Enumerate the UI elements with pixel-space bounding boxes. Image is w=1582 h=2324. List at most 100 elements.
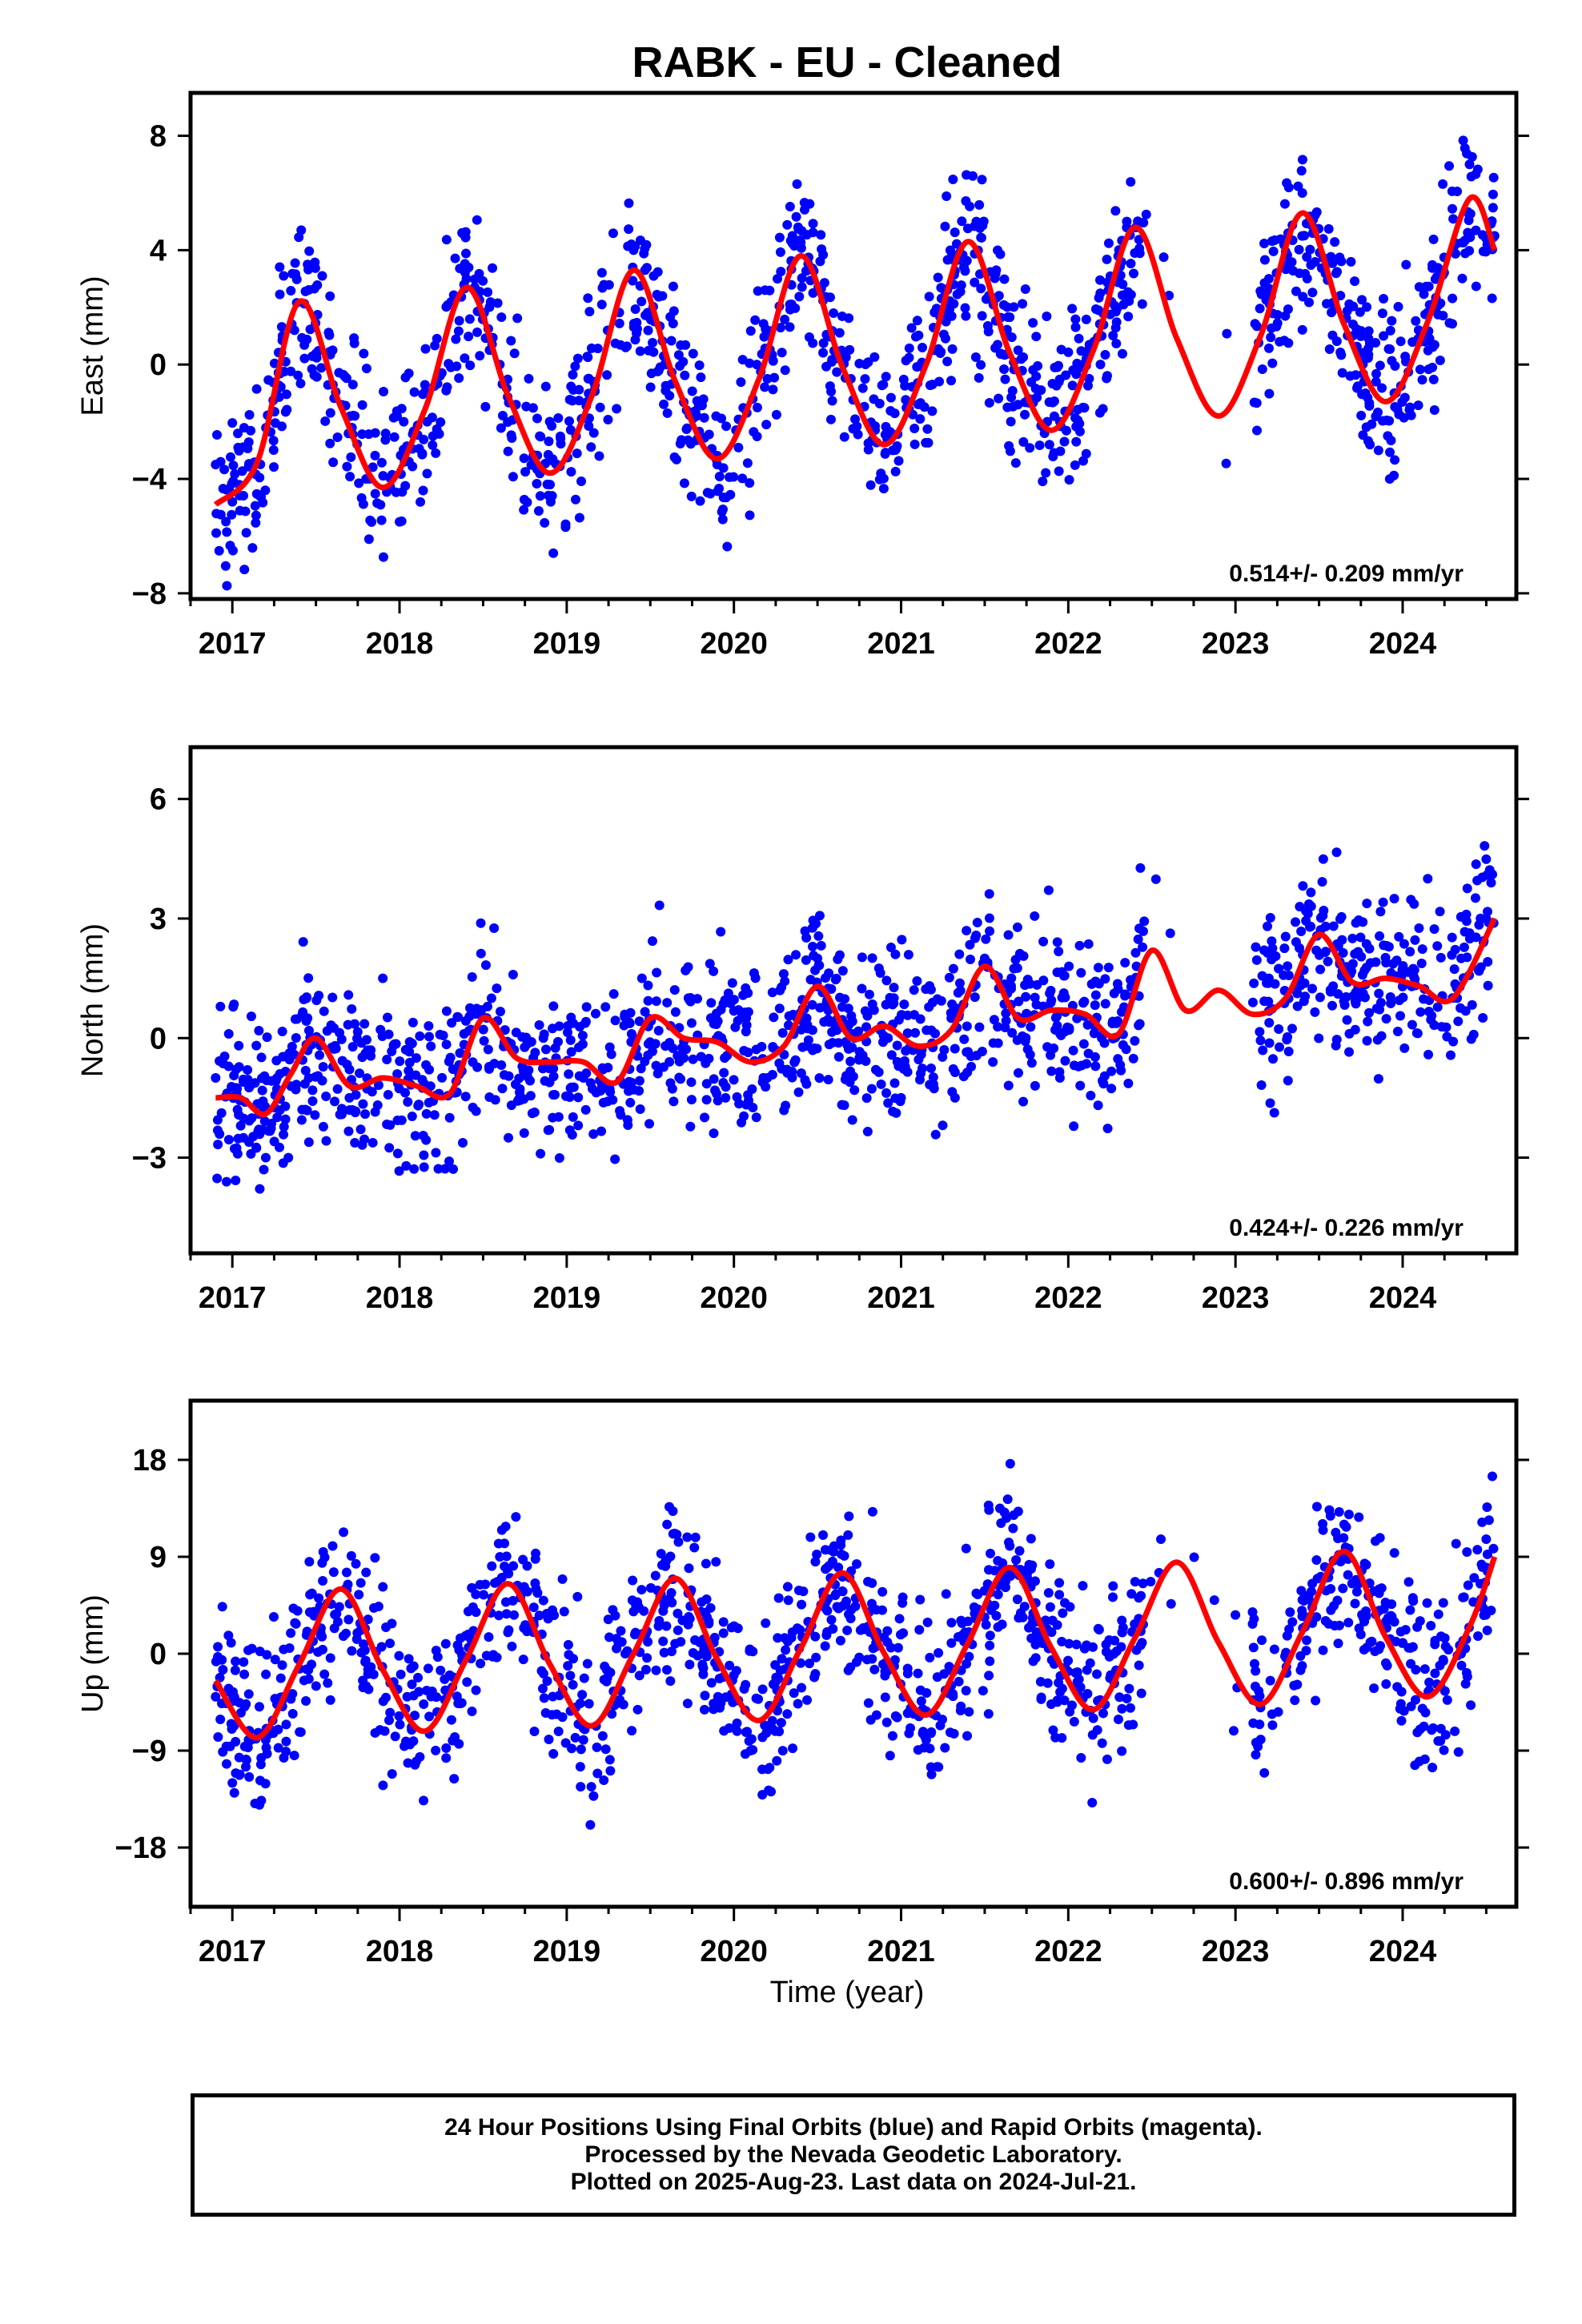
data-point: [662, 1665, 673, 1675]
data-point: [1333, 1638, 1343, 1649]
data-point: [231, 1083, 241, 1093]
data-point: [524, 373, 534, 384]
data-point: [917, 343, 928, 353]
data-point: [494, 1610, 504, 1621]
data-point: [1090, 990, 1101, 1000]
data-point: [554, 1153, 564, 1164]
data-point: [379, 386, 389, 396]
data-point: [821, 361, 832, 372]
data-point: [1280, 931, 1291, 942]
data-point: [378, 973, 388, 983]
data-point: [270, 1655, 280, 1665]
data-point: [837, 1100, 847, 1110]
data-point: [854, 1652, 865, 1663]
data-point: [597, 1731, 608, 1741]
data-point: [392, 1148, 403, 1159]
data-point: [1415, 1724, 1425, 1735]
data-point: [1328, 921, 1339, 931]
data-point: [910, 1027, 921, 1038]
data-point: [1047, 397, 1058, 408]
data-point: [560, 1091, 571, 1101]
data-point: [792, 179, 802, 189]
data-point: [450, 253, 460, 263]
data-point: [1296, 926, 1307, 936]
data-point: [867, 953, 877, 963]
data-point: [217, 1602, 227, 1612]
data-point: [925, 981, 935, 991]
data-point: [915, 1014, 926, 1024]
data-point: [1372, 407, 1383, 417]
data-point: [785, 322, 795, 332]
data-point: [407, 1679, 417, 1690]
data-point: [602, 1673, 612, 1683]
data-point: [454, 373, 464, 384]
data-point: [682, 1532, 693, 1542]
data-point: [452, 1640, 463, 1651]
data-point: [1347, 319, 1358, 329]
data-point: [536, 1148, 546, 1159]
data-point: [1259, 255, 1270, 265]
data-point: [535, 431, 545, 441]
data-point: [604, 1755, 615, 1765]
data-point: [496, 423, 506, 433]
data-point: [403, 1758, 413, 1768]
data-point: [330, 1096, 340, 1107]
data-point: [604, 1042, 615, 1052]
data-point: [625, 1097, 636, 1108]
data-point: [890, 466, 901, 476]
data-point: [1078, 998, 1088, 1008]
data-point: [1283, 961, 1293, 971]
data-point: [235, 1120, 246, 1131]
data-point: [345, 472, 355, 482]
data-point: [652, 1068, 663, 1079]
data-point: [316, 363, 327, 373]
data-point: [304, 1557, 315, 1567]
footer-line-orbits: 24 Hour Positions Using Final Orbits (bl…: [444, 2114, 1263, 2141]
data-point: [519, 453, 529, 464]
data-point: [928, 1072, 938, 1083]
data-point: [690, 1532, 701, 1542]
data-point: [745, 1746, 756, 1756]
data-point: [304, 246, 315, 256]
data-point: [1097, 1033, 1107, 1043]
data-point: [441, 1743, 452, 1753]
data-point: [1344, 1047, 1355, 1057]
data-point: [970, 933, 980, 943]
data-point: [1375, 1533, 1385, 1543]
data-point: [459, 229, 469, 239]
data-point: [1318, 1645, 1328, 1655]
data-point: [746, 1734, 757, 1744]
data-point: [718, 1617, 729, 1627]
data-point: [1093, 963, 1103, 973]
data-point: [223, 1630, 234, 1641]
data-point: [830, 975, 841, 985]
data-point: [632, 1704, 643, 1715]
data-point: [1471, 859, 1481, 870]
data-point: [410, 1711, 420, 1721]
data-point: [1106, 1670, 1116, 1680]
data-point: [1299, 996, 1309, 1007]
data-point: [383, 1089, 393, 1100]
data-point: [1378, 897, 1388, 907]
data-point: [1093, 1100, 1103, 1111]
data-point: [367, 517, 377, 527]
data-point: [612, 1634, 622, 1644]
data-point: [572, 448, 582, 459]
data-point: [849, 1085, 860, 1096]
data-point: [483, 1044, 493, 1055]
data-point: [970, 992, 980, 1003]
data-point: [487, 1561, 497, 1571]
data-point: [614, 318, 624, 328]
data-point: [961, 195, 971, 206]
data-point: [1350, 276, 1360, 287]
data-point: [903, 950, 913, 960]
data-point: [729, 1075, 739, 1085]
data-point: [628, 275, 638, 286]
data-point: [1440, 1730, 1451, 1740]
data-point: [913, 1745, 923, 1755]
data-point: [456, 1698, 467, 1708]
x-tick-label: 2018: [366, 627, 434, 661]
data-point: [810, 1557, 821, 1567]
data-point: [977, 175, 987, 185]
data-point: [1064, 1638, 1074, 1649]
